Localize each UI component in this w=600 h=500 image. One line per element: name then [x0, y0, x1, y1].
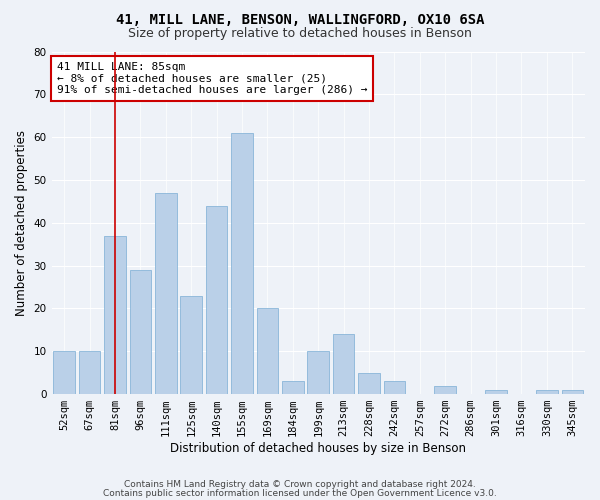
Bar — [206, 206, 227, 394]
Bar — [257, 308, 278, 394]
Bar — [130, 270, 151, 394]
Bar — [53, 352, 75, 394]
X-axis label: Distribution of detached houses by size in Benson: Distribution of detached houses by size … — [170, 442, 466, 455]
Bar — [358, 372, 380, 394]
Bar — [485, 390, 507, 394]
Bar — [79, 352, 100, 394]
Text: 41, MILL LANE, BENSON, WALLINGFORD, OX10 6SA: 41, MILL LANE, BENSON, WALLINGFORD, OX10… — [116, 12, 484, 26]
Text: 41 MILL LANE: 85sqm
← 8% of detached houses are smaller (25)
91% of semi-detache: 41 MILL LANE: 85sqm ← 8% of detached hou… — [57, 62, 367, 95]
Bar — [307, 352, 329, 394]
Y-axis label: Number of detached properties: Number of detached properties — [15, 130, 28, 316]
Bar — [333, 334, 355, 394]
Bar — [383, 381, 405, 394]
Bar — [434, 386, 456, 394]
Bar — [155, 193, 176, 394]
Text: Size of property relative to detached houses in Benson: Size of property relative to detached ho… — [128, 28, 472, 40]
Bar — [562, 390, 583, 394]
Text: Contains HM Land Registry data © Crown copyright and database right 2024.: Contains HM Land Registry data © Crown c… — [124, 480, 476, 489]
Bar — [231, 133, 253, 394]
Bar — [104, 236, 126, 394]
Bar — [282, 381, 304, 394]
Text: Contains public sector information licensed under the Open Government Licence v3: Contains public sector information licen… — [103, 488, 497, 498]
Bar — [181, 296, 202, 394]
Bar — [536, 390, 557, 394]
